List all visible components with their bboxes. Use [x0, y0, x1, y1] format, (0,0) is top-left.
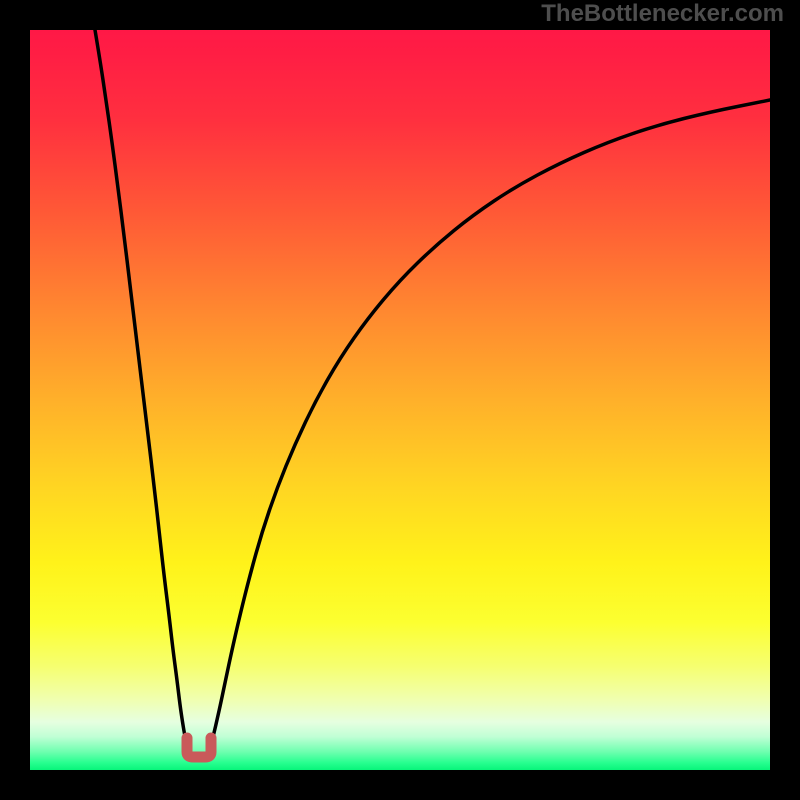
plot-svg [30, 30, 770, 770]
watermark-text: TheBottlenecker.com [541, 0, 784, 28]
gradient-background [30, 30, 770, 770]
plot-area [30, 30, 770, 770]
chart-frame: TheBottlenecker.com [0, 0, 800, 800]
